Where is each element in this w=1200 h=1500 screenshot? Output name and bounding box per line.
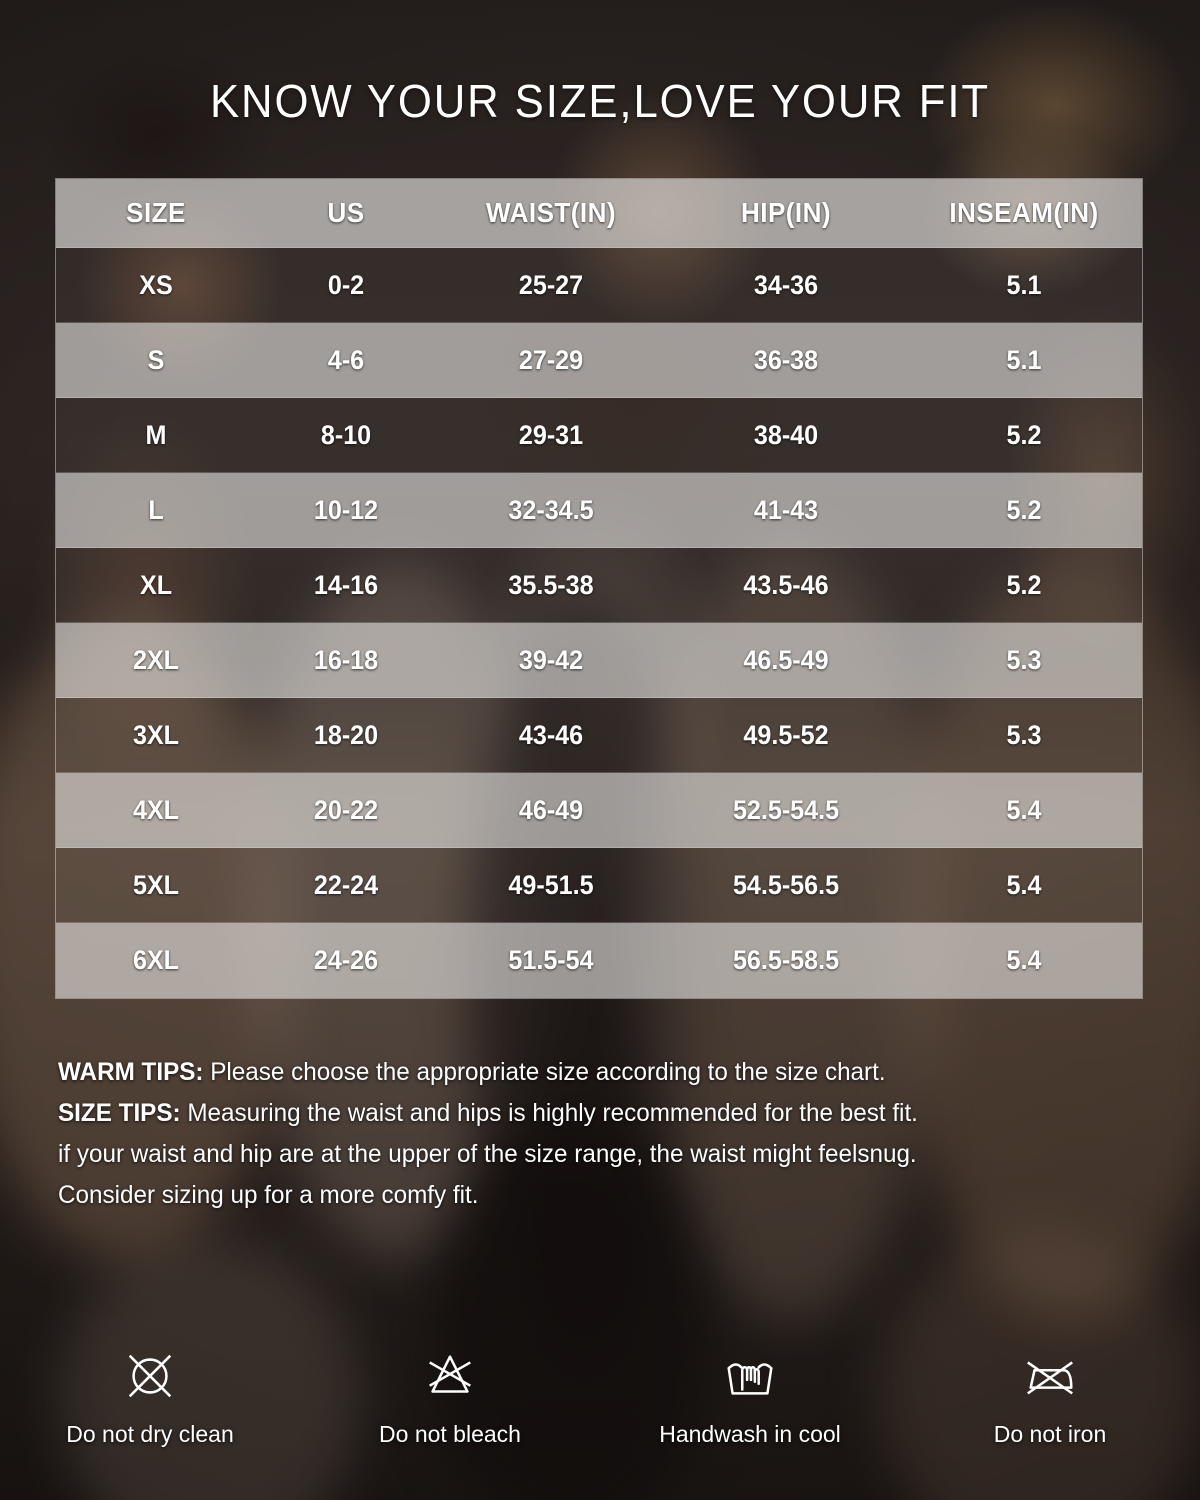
cell-hip: 56.5-58.5 <box>732 945 840 975</box>
cell-waist: 29-31 <box>518 419 584 450</box>
cell-size: 3XL <box>132 719 180 750</box>
cell-us: 16-18 <box>313 644 379 675</box>
cell-waist: 49-51.5 <box>508 869 594 900</box>
page-title: KNOW YOUR SIZE,LOVE YOUR FIT <box>209 75 991 127</box>
do-not-iron-icon <box>1021 1347 1079 1405</box>
care-label: Handwash in cool <box>659 1421 841 1447</box>
cell-size: 4XL <box>132 794 180 825</box>
cell-hip: 41-43 <box>753 494 819 525</box>
column-header-us: US <box>327 197 365 228</box>
cell-size: S <box>147 344 165 375</box>
cell-hip: 34-36 <box>753 269 819 300</box>
cell-waist: 46-49 <box>518 794 584 825</box>
cell-us: 14-16 <box>313 569 379 600</box>
size-chart-table: SIZE US WAIST(IN) HIP(IN) INSEAM(IN) XS … <box>55 178 1143 999</box>
column-header-size: SIZE <box>126 197 186 228</box>
cell-inseam: 5.3 <box>1006 644 1042 675</box>
cell-size: 5XL <box>132 869 180 900</box>
cell-inseam: 5.4 <box>1006 945 1042 975</box>
handwash-icon <box>721 1347 779 1405</box>
do-not-dry-clean-icon <box>121 1347 179 1405</box>
cell-us: 22-24 <box>313 869 379 900</box>
table-row: S 4-6 27-29 36-38 5.1 <box>56 323 1142 398</box>
tips-line-3: if your waist and hip are at the upper o… <box>58 1140 917 1168</box>
size-tips-label: SIZE TIPS: <box>58 1099 181 1127</box>
cell-inseam: 5.4 <box>1006 869 1042 900</box>
warm-tips-label: WARM TIPS: <box>58 1058 204 1086</box>
cell-size: L <box>148 494 164 525</box>
size-tips-line: SIZE TIPS: Measuring the waist and hips … <box>58 1093 1115 1134</box>
cell-waist: 32-34.5 <box>508 494 594 525</box>
cell-us: 24-26 <box>313 945 379 975</box>
care-item-handwash: Handwash in cool <box>600 1347 900 1448</box>
column-header-waist: WAIST(IN) <box>485 197 617 228</box>
table-header-row: SIZE US WAIST(IN) HIP(IN) INSEAM(IN) <box>56 179 1142 248</box>
cell-size: 2XL <box>132 644 180 675</box>
care-label: Do not bleach <box>379 1421 521 1447</box>
cell-inseam: 5.2 <box>1006 494 1042 525</box>
table-row: XS 0-2 25-27 34-36 5.1 <box>56 248 1142 323</box>
cell-inseam: 5.4 <box>1006 794 1042 825</box>
do-not-bleach-icon <box>421 1347 479 1405</box>
cell-hip: 46.5-49 <box>743 644 829 675</box>
warm-tips-line: WARM TIPS: Please choose the appropriate… <box>58 1052 1115 1093</box>
table-row: 5XL 22-24 49-51.5 54.5-56.5 5.4 <box>56 848 1142 923</box>
cell-waist: 25-27 <box>518 269 584 300</box>
tips-line-4: Consider sizing up for a more comfy fit. <box>58 1181 479 1209</box>
cell-hip: 38-40 <box>753 419 819 450</box>
cell-us: 20-22 <box>313 794 379 825</box>
cell-inseam: 5.1 <box>1006 344 1042 375</box>
care-label: Do not dry clean <box>66 1421 234 1447</box>
cell-hip: 54.5-56.5 <box>732 869 840 900</box>
table-row: 2XL 16-18 39-42 46.5-49 5.3 <box>56 623 1142 698</box>
care-label: Do not iron <box>993 1421 1107 1447</box>
cell-waist: 43-46 <box>518 719 584 750</box>
warm-tips-text: Please choose the appropriate size accor… <box>203 1058 886 1086</box>
size-tips-text: Measuring the waist and hips is highly r… <box>180 1099 918 1127</box>
table-row: 4XL 20-22 46-49 52.5-54.5 5.4 <box>56 773 1142 848</box>
care-item-bleach: Do not bleach <box>300 1347 600 1448</box>
table-row: XL 14-16 35.5-38 43.5-46 5.2 <box>56 548 1142 623</box>
cell-size: XL <box>139 569 173 600</box>
cell-hip: 43.5-46 <box>743 569 829 600</box>
cell-inseam: 5.1 <box>1006 269 1042 300</box>
table-row: L 10-12 32-34.5 41-43 5.2 <box>56 473 1142 548</box>
cell-size: XS <box>139 269 173 300</box>
cell-size: 6XL <box>132 945 180 975</box>
table-row: M 8-10 29-31 38-40 5.2 <box>56 398 1142 473</box>
column-header-inseam: INSEAM(IN) <box>949 197 1099 228</box>
cell-us: 4-6 <box>327 344 365 375</box>
cell-inseam: 5.2 <box>1006 569 1042 600</box>
tips-block: WARM TIPS: Please choose the appropriate… <box>58 1052 1115 1216</box>
table-row: 3XL 18-20 43-46 49.5-52 5.3 <box>56 698 1142 773</box>
cell-us: 18-20 <box>313 719 379 750</box>
cell-us: 10-12 <box>313 494 379 525</box>
cell-hip: 36-38 <box>753 344 819 375</box>
column-header-hip: HIP(IN) <box>740 197 832 228</box>
cell-inseam: 5.3 <box>1006 719 1042 750</box>
table-row: 6XL 24-26 51.5-54 56.5-58.5 5.4 <box>56 923 1142 998</box>
cell-waist: 39-42 <box>518 644 584 675</box>
cell-hip: 49.5-52 <box>743 719 829 750</box>
cell-size: M <box>145 419 167 450</box>
care-instructions: Do not dry clean Do not bleach <box>0 1347 1200 1448</box>
cell-hip: 52.5-54.5 <box>732 794 840 825</box>
care-item-iron: Do not iron <box>900 1347 1200 1448</box>
cell-waist: 51.5-54 <box>508 945 594 975</box>
cell-us: 8-10 <box>320 419 372 450</box>
cell-waist: 35.5-38 <box>508 569 594 600</box>
cell-inseam: 5.2 <box>1006 419 1042 450</box>
care-item-dry-clean: Do not dry clean <box>0 1347 300 1448</box>
cell-us: 0-2 <box>327 269 365 300</box>
cell-waist: 27-29 <box>518 344 584 375</box>
